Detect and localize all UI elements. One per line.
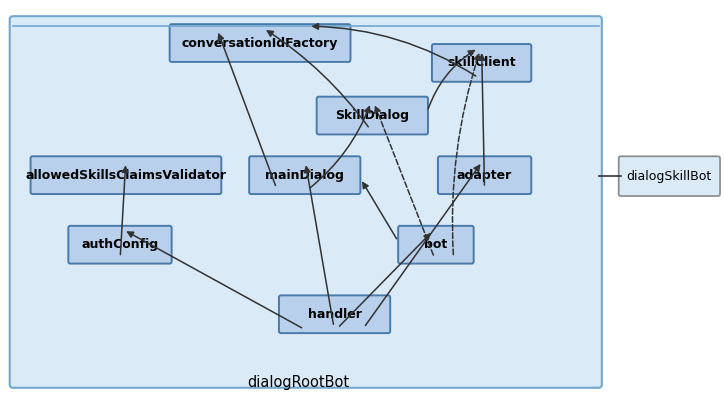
FancyBboxPatch shape bbox=[438, 156, 531, 194]
Text: skillClient: skillClient bbox=[447, 57, 516, 69]
FancyBboxPatch shape bbox=[68, 226, 172, 263]
Text: mainDialog: mainDialog bbox=[265, 169, 344, 182]
Text: allowedSkillsClaimsValidator: allowedSkillsClaimsValidator bbox=[25, 169, 226, 182]
Text: SkillDialog: SkillDialog bbox=[336, 109, 410, 122]
FancyBboxPatch shape bbox=[279, 296, 390, 333]
Text: dialogSkillBot: dialogSkillBot bbox=[626, 170, 712, 183]
FancyBboxPatch shape bbox=[398, 226, 473, 263]
FancyBboxPatch shape bbox=[317, 97, 428, 134]
Text: bot: bot bbox=[424, 238, 447, 251]
FancyBboxPatch shape bbox=[618, 156, 720, 196]
FancyBboxPatch shape bbox=[9, 16, 602, 388]
FancyBboxPatch shape bbox=[432, 44, 531, 82]
Text: dialogRootBot: dialogRootBot bbox=[248, 375, 350, 390]
Text: adapter: adapter bbox=[457, 169, 512, 182]
FancyBboxPatch shape bbox=[170, 24, 350, 62]
Text: handler: handler bbox=[307, 308, 362, 321]
FancyBboxPatch shape bbox=[249, 156, 360, 194]
FancyBboxPatch shape bbox=[30, 156, 221, 194]
Text: conversationIdFactory: conversationIdFactory bbox=[182, 36, 339, 50]
Text: authConfig: authConfig bbox=[81, 238, 159, 251]
